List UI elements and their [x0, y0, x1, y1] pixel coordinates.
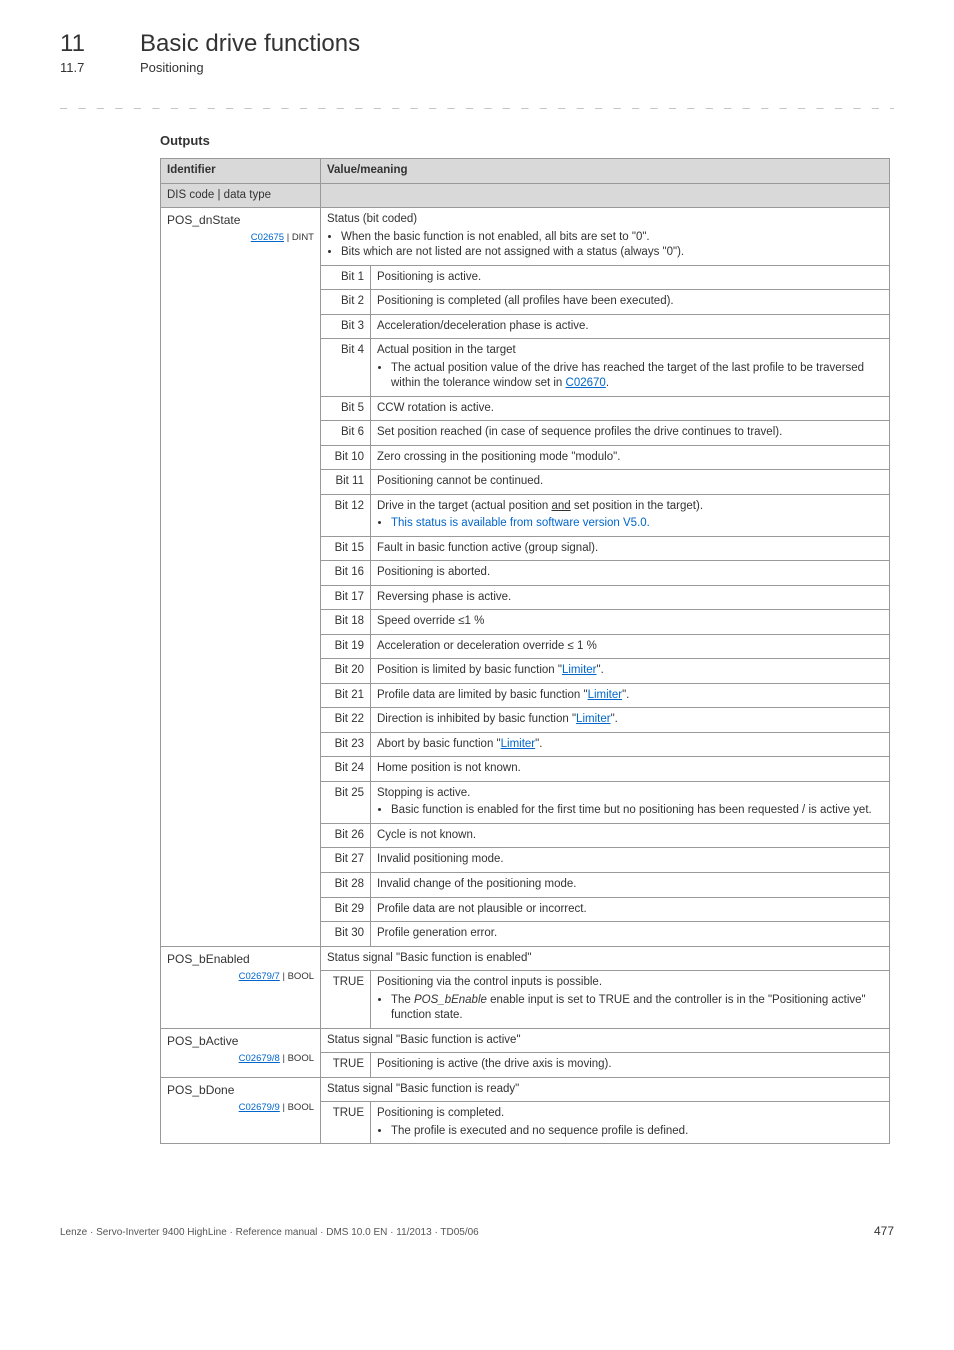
separator-line: _ _ _ _ _ _ _ _ _ _ _ _ _ _ _ _ _ _ _ _ … [60, 95, 894, 109]
bit-cell: Bit 22 [321, 708, 371, 733]
bit-cell: TRUE [321, 1053, 371, 1078]
description-cell: Stopping is active.Basic function is ena… [371, 781, 890, 823]
identifier-cell: POS_bEnabledC02679/7 | BOOL [161, 946, 321, 1028]
bit-cell: TRUE [321, 1102, 371, 1144]
dis-label: DIS code | data type [161, 183, 321, 208]
chapter-title: Basic drive functions [140, 30, 360, 58]
identifier-cell: POS_bActiveC02679/8 | BOOL [161, 1028, 321, 1077]
bit-cell: Bit 19 [321, 634, 371, 659]
bit-cell: Bit 5 [321, 396, 371, 421]
subchapter-header: 11.7 Positioning [60, 60, 894, 75]
bit-cell: Bit 23 [321, 732, 371, 757]
bit-cell: Bit 3 [321, 314, 371, 339]
chapter-number: 11 [60, 30, 110, 58]
description-cell: Profile generation error. [371, 922, 890, 947]
description-cell: Zero crossing in the positioning mode "m… [371, 445, 890, 470]
table-header-row: Identifier Value/meaning [161, 159, 890, 184]
identifier-cell: POS_dnStateC02675 | DINT [161, 208, 321, 947]
description-cell: Positioning cannot be continued. [371, 470, 890, 495]
bit-cell: Bit 20 [321, 659, 371, 684]
section-title: Outputs [160, 133, 894, 148]
bit-cell: Bit 16 [321, 561, 371, 586]
bit-cell: Bit 2 [321, 290, 371, 315]
bit-cell: Bit 12 [321, 494, 371, 536]
page-number: 477 [874, 1224, 894, 1238]
bit-cell: Bit 17 [321, 585, 371, 610]
bit-cell: Bit 18 [321, 610, 371, 635]
bit-cell: Bit 26 [321, 823, 371, 848]
description-cell: Cycle is not known. [371, 823, 890, 848]
description-cell: Set position reached (in case of sequenc… [371, 421, 890, 446]
dis-empty [321, 183, 890, 208]
description-cell: Acceleration/deceleration phase is activ… [371, 314, 890, 339]
header-value: Value/meaning [321, 159, 890, 184]
summary-cell: Status signal "Basic function is active" [321, 1028, 890, 1053]
subchapter-number: 11.7 [60, 60, 110, 75]
description-cell: Positioning is active. [371, 265, 890, 290]
bit-cell: Bit 30 [321, 922, 371, 947]
bit-cell: Bit 15 [321, 536, 371, 561]
summary-cell: Status signal "Basic function is enabled… [321, 946, 890, 971]
subchapter-title: Positioning [140, 60, 204, 75]
description-cell: Reversing phase is active. [371, 585, 890, 610]
outputs-table: Identifier Value/meaning DIS code | data… [160, 158, 890, 1144]
description-cell: Speed override ≤1 % [371, 610, 890, 635]
footer: Lenze · Servo-Inverter 9400 HighLine · R… [0, 1224, 954, 1238]
bit-cell: Bit 27 [321, 848, 371, 873]
bit-cell: Bit 4 [321, 339, 371, 397]
table-row: POS_dnStateC02675 | DINTStatus (bit code… [161, 208, 890, 266]
bit-cell: TRUE [321, 971, 371, 1029]
bit-cell: Bit 24 [321, 757, 371, 782]
summary-cell: Status (bit coded)When the basic functio… [321, 208, 890, 266]
page-container: 11 Basic drive functions 11.7 Positionin… [0, 0, 954, 1184]
summary-cell: Status signal "Basic function is ready" [321, 1077, 890, 1102]
table-row: POS_bDoneC02679/9 | BOOLStatus signal "B… [161, 1077, 890, 1102]
bit-cell: Bit 21 [321, 683, 371, 708]
description-cell: Invalid change of the positioning mode. [371, 872, 890, 897]
description-cell: Positioning is completed (all profiles h… [371, 290, 890, 315]
table-row: POS_bActiveC02679/8 | BOOLStatus signal … [161, 1028, 890, 1053]
description-cell: Invalid positioning mode. [371, 848, 890, 873]
identifier-cell: POS_bDoneC02679/9 | BOOL [161, 1077, 321, 1144]
description-cell: Positioning is completed.The profile is … [371, 1102, 890, 1144]
description-cell: Abort by basic function "Limiter". [371, 732, 890, 757]
bit-cell: Bit 11 [321, 470, 371, 495]
table-row: POS_bEnabledC02679/7 | BOOLStatus signal… [161, 946, 890, 971]
bit-cell: Bit 25 [321, 781, 371, 823]
description-cell: Profile data are not plausible or incorr… [371, 897, 890, 922]
bit-cell: Bit 10 [321, 445, 371, 470]
description-cell: Positioning is active (the drive axis is… [371, 1053, 890, 1078]
description-cell: Direction is inhibited by basic function… [371, 708, 890, 733]
footer-text: Lenze · Servo-Inverter 9400 HighLine · R… [60, 1227, 479, 1238]
description-cell: Position is limited by basic function "L… [371, 659, 890, 684]
description-cell: Drive in the target (actual position and… [371, 494, 890, 536]
bit-cell: Bit 28 [321, 872, 371, 897]
table-subheader-row: DIS code | data type [161, 183, 890, 208]
header-identifier: Identifier [161, 159, 321, 184]
bit-cell: Bit 29 [321, 897, 371, 922]
description-cell: Home position is not known. [371, 757, 890, 782]
description-cell: CCW rotation is active. [371, 396, 890, 421]
description-cell: Positioning is aborted. [371, 561, 890, 586]
bit-cell: Bit 6 [321, 421, 371, 446]
description-cell: Actual position in the targetThe actual … [371, 339, 890, 397]
description-cell: Profile data are limited by basic functi… [371, 683, 890, 708]
description-cell: Positioning via the control inputs is po… [371, 971, 890, 1029]
description-cell: Fault in basic function active (group si… [371, 536, 890, 561]
chapter-header: 11 Basic drive functions [60, 30, 894, 58]
description-cell: Acceleration or deceleration override ≤ … [371, 634, 890, 659]
bit-cell: Bit 1 [321, 265, 371, 290]
